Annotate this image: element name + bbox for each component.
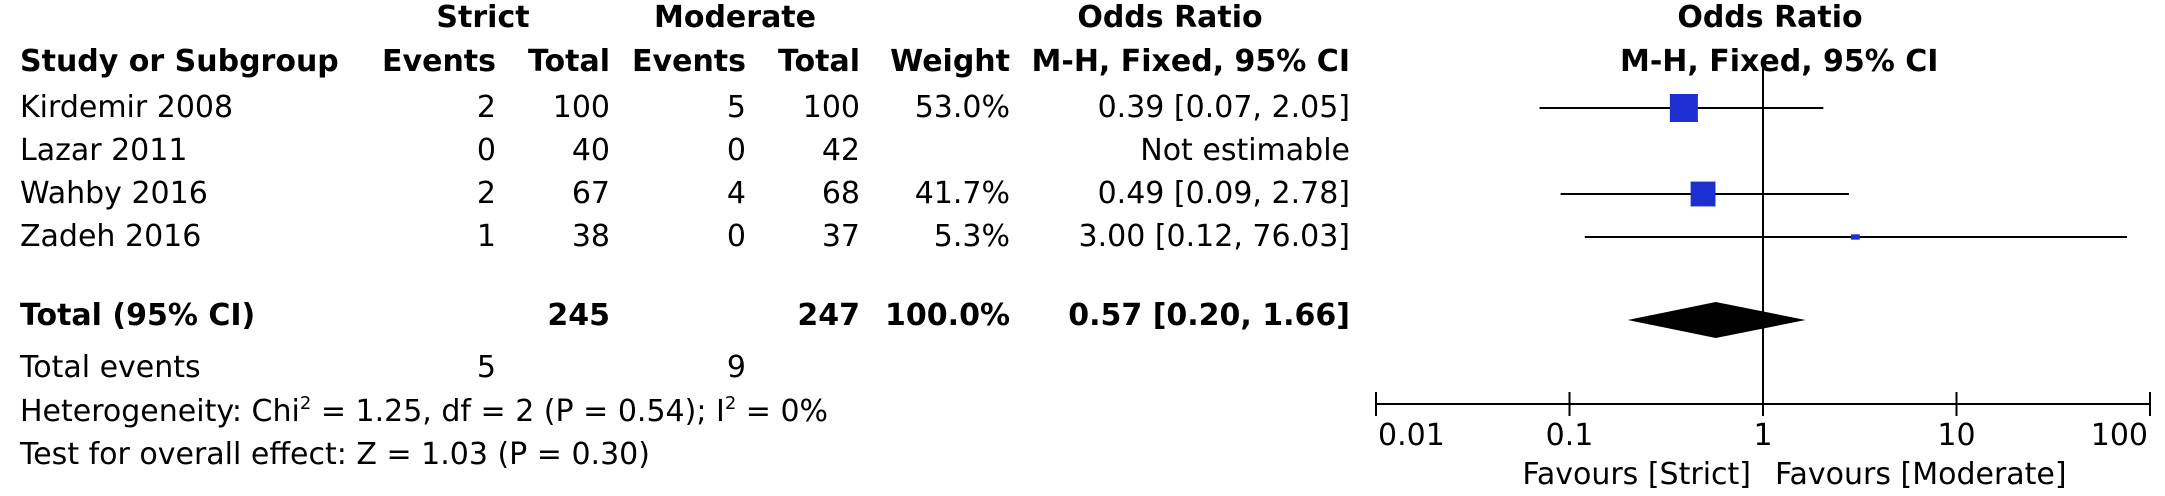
col-total-moderate: Total <box>778 44 860 79</box>
favours-left-label: Favours [Strict] <box>1522 457 1751 492</box>
study-marker <box>1850 234 1860 240</box>
group2-header: Moderate <box>653 0 816 35</box>
total-moderate: 37 <box>821 219 860 254</box>
ci-text: 0.39 [0.07, 2.05] <box>1097 90 1350 125</box>
weight: 53.0% <box>914 90 1010 125</box>
total-moderate: 247 <box>797 298 860 333</box>
ci-text: 0.49 [0.09, 2.78] <box>1097 176 1350 211</box>
total-weight: 100.0% <box>885 298 1010 333</box>
axis-tick-label: 0.1 <box>1546 418 1594 453</box>
favours-right-label: Favours [Moderate] <box>1775 457 2067 492</box>
study-name: Wahby 2016 <box>20 176 208 211</box>
total-events-strict: 5 <box>476 350 496 385</box>
total-events-label: Total events <box>20 350 201 385</box>
events-moderate: 0 <box>726 133 746 168</box>
events-strict: 2 <box>476 90 496 125</box>
weight: 5.3% <box>933 219 1010 254</box>
total-strict: 245 <box>547 298 610 333</box>
study-name: Kirdemir 2008 <box>20 90 234 125</box>
pooled-diamond <box>1627 302 1806 338</box>
total-events-moderate: 9 <box>726 350 746 385</box>
total-strict: 67 <box>571 176 610 211</box>
odds-ratio-header: Odds Ratio <box>1077 0 1263 35</box>
total-strict: 38 <box>571 219 610 254</box>
total-ci-text: 0.57 [0.20, 1.66] <box>1068 298 1350 333</box>
plot-title: Odds Ratio <box>1677 0 1863 35</box>
axis-tick-label: 1 <box>1753 418 1772 453</box>
col-events-moderate: Events <box>632 44 746 79</box>
overall-effect-text: Test for overall effect: Z = 1.03 (P = 0… <box>20 437 650 472</box>
ci-lines <box>1539 107 2127 238</box>
axis-tick-label: 10 <box>1937 418 1975 453</box>
markers <box>1669 94 1860 240</box>
total-moderate: 42 <box>821 133 860 168</box>
col-weight: Weight <box>890 44 1010 79</box>
events-moderate: 5 <box>726 90 746 125</box>
col-total-strict: Total <box>528 44 610 79</box>
axis-tick-label: 100 <box>2091 418 2148 453</box>
study-marker <box>1669 94 1698 122</box>
axis-tick-label: 0.01 <box>1378 418 1445 453</box>
total-moderate: 100 <box>802 90 860 125</box>
study-name: Lazar 2011 <box>20 133 188 168</box>
ci-text: Not estimable <box>1140 133 1350 168</box>
group1-header: Strict <box>436 0 530 35</box>
total-strict: 100 <box>552 90 610 125</box>
events-strict: 2 <box>476 176 496 211</box>
study-name: Zadeh 2016 <box>20 219 202 254</box>
total-moderate: 68 <box>821 176 860 211</box>
events-moderate: 0 <box>726 219 746 254</box>
col-events-strict: Events <box>382 44 496 79</box>
total-label: Total (95% CI) <box>20 298 256 333</box>
study-marker <box>1690 181 1716 207</box>
weight: 41.7% <box>914 176 1010 211</box>
col-study: Study or Subgroup <box>20 44 339 79</box>
events-moderate: 4 <box>726 176 746 211</box>
plot-method: M-H, Fixed, 95% CI <box>1620 44 1939 79</box>
events-strict: 1 <box>476 219 496 254</box>
axis-ticks: 0.01 0.1 1 10 100 <box>1375 392 2151 453</box>
col-method: M-H, Fixed, 95% CI <box>1031 44 1350 79</box>
ci-text: 3.00 [0.12, 76.03] <box>1078 219 1351 254</box>
events-strict: 0 <box>476 133 496 168</box>
heterogeneity-text: Heterogeneity: Chi2 = 1.25, df = 2 (P = … <box>20 393 829 429</box>
total-strict: 40 <box>571 133 610 168</box>
